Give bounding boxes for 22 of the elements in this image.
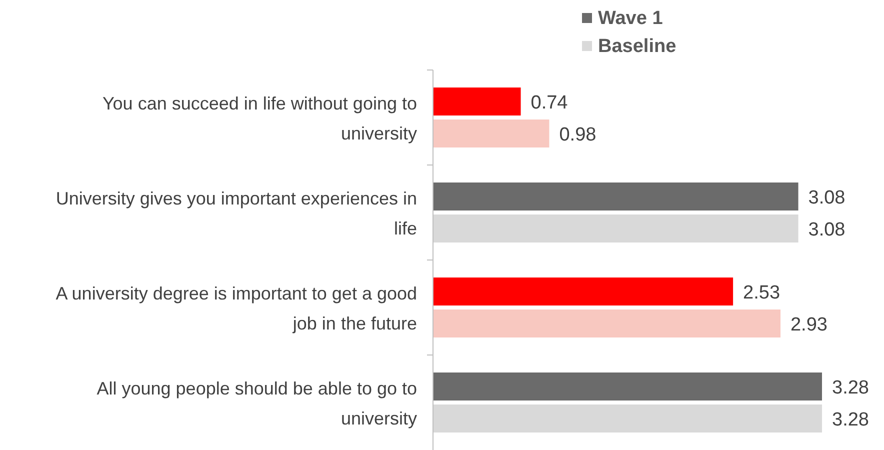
data-label: 2.93 bbox=[790, 314, 828, 336]
bar bbox=[433, 372, 822, 400]
data-label: 2.53 bbox=[743, 282, 780, 304]
y-tick-label: All young people should be able to go to university bbox=[96, 378, 417, 428]
data-label: 3.28 bbox=[832, 378, 869, 398]
bar bbox=[433, 310, 780, 338]
bar bbox=[433, 182, 798, 210]
legend-label: Wave 1 bbox=[598, 8, 664, 29]
bar bbox=[433, 214, 798, 242]
data-label: 0.98 bbox=[559, 124, 596, 146]
data-label: 3.08 bbox=[808, 188, 846, 208]
bar bbox=[433, 120, 550, 148]
y-tick-label: University gives you important experiences in life bbox=[56, 188, 417, 238]
y-tick-label: A university degree is important to get a good job in the future bbox=[56, 284, 417, 334]
bar bbox=[433, 88, 521, 116]
bar bbox=[433, 404, 822, 432]
data-label: 0.74 bbox=[530, 92, 568, 114]
bar bbox=[433, 278, 734, 306]
data-label: 3.28 bbox=[832, 410, 869, 430]
y-tick-label: You can succeed in life without going to university bbox=[102, 94, 417, 144]
data-label: 3.08 bbox=[808, 220, 846, 240]
legend-label: Baseline bbox=[598, 36, 676, 57]
